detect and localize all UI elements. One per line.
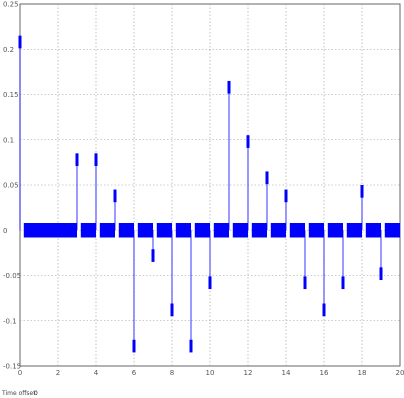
pulse-point <box>189 339 193 353</box>
y-tick-label: 0.25 <box>3 1 19 9</box>
baseline-band-segment <box>156 223 172 238</box>
pulse-point <box>75 153 79 166</box>
x-tick-label: 18 <box>358 369 367 377</box>
pulse-point <box>151 249 155 262</box>
y-tick-label: -0.15 <box>3 363 21 371</box>
pulse-point <box>170 303 174 317</box>
pulse-point <box>379 267 383 281</box>
y-tick-label: 0.05 <box>3 182 19 190</box>
y-tick-label: 0.2 <box>3 46 14 54</box>
x-tick-label: 4 <box>94 369 99 377</box>
baseline-band-segment <box>194 223 210 238</box>
x-tick-label: 0 <box>18 369 22 377</box>
pulse-point <box>360 185 364 198</box>
baseline-band-segment <box>23 223 77 238</box>
baseline-band-segment <box>327 223 343 238</box>
baseline-band-segment <box>384 223 400 238</box>
x-tick-label: 2 <box>56 369 60 377</box>
x-tick-label: 20 <box>396 369 404 377</box>
y-tick-label: -0.05 <box>3 272 21 280</box>
baseline-band-segment <box>175 223 191 238</box>
y-tick-label: 0 <box>3 227 7 235</box>
baseline-band-segment <box>99 223 115 238</box>
x-tick-label: 10 <box>206 369 215 377</box>
pulse-point <box>18 35 22 49</box>
baseline-band-segment <box>308 223 324 238</box>
baseline-band-segment <box>365 223 381 238</box>
pulse-point <box>322 303 326 317</box>
y-tick-label: -0.1 <box>3 317 17 325</box>
signal-trace <box>18 35 400 353</box>
pulse-point <box>113 189 117 203</box>
x-tick-label: 16 <box>320 369 329 377</box>
pulse-point <box>303 276 307 290</box>
pulse-point <box>132 339 136 353</box>
baseline-band-segment <box>213 223 229 238</box>
baseline-band-segment <box>232 223 248 238</box>
baseline-band-segment <box>80 223 96 238</box>
pulse-point <box>227 80 231 94</box>
x-tick-labels: 0 2 4 6 8 10 12 14 16 18 20 <box>18 369 404 377</box>
baseline-band-segment <box>251 223 267 238</box>
y-tick-label: 0.1 <box>3 136 14 144</box>
y-tick-label: 0.15 <box>3 91 19 99</box>
x-tick-label: 8 <box>170 369 174 377</box>
pulse-point <box>208 276 212 290</box>
pulse-point <box>94 153 98 166</box>
time-offset-label: Time offset: <box>1 390 38 397</box>
y-tick-labels: 0.25 0.2 0.15 0.1 0.05 0 -0.05 -0.1 -0.15 <box>3 1 21 371</box>
baseline-band-segment <box>289 223 305 238</box>
time-offset-value: 0 <box>34 390 38 397</box>
pulse-point <box>246 135 250 148</box>
x-tick-label: 12 <box>244 369 253 377</box>
baseline-band-segment <box>137 223 153 238</box>
pulse-point <box>265 171 269 185</box>
pulse-point <box>284 189 288 203</box>
baseline-band-segment <box>346 223 362 238</box>
baseline-band-segment <box>270 223 286 238</box>
x-tick-label: 6 <box>132 369 137 377</box>
baseline-band-segment <box>118 223 134 238</box>
pulse-point <box>341 276 345 290</box>
x-tick-label: 14 <box>282 369 291 377</box>
